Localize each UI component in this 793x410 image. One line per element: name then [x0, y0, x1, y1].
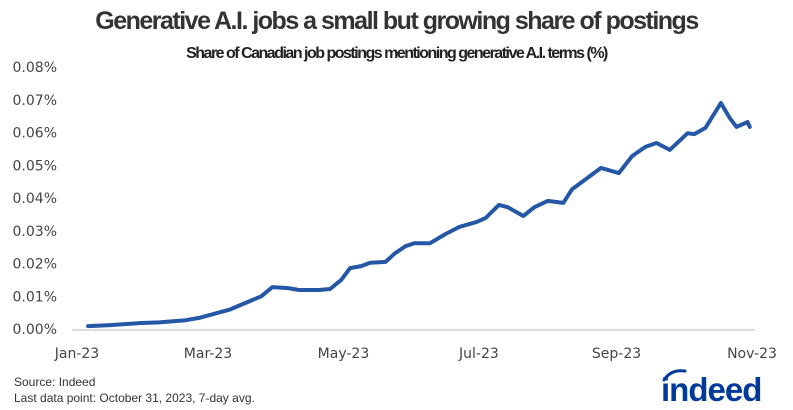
y-tick-label: 0.01%	[13, 289, 57, 305]
chart-subtitle: Share of Canadian job postings mentionin…	[186, 45, 608, 62]
y-tick-label: 0.04%	[13, 191, 57, 207]
indeed-logo-mark: indeed	[661, 369, 762, 408]
y-tick-label: 0.03%	[13, 224, 57, 240]
y-tick-label: 0.08%	[13, 60, 57, 76]
indeed-logo: indeed	[661, 368, 781, 408]
x-tick-label: Sep-23	[592, 346, 641, 362]
x-tick-label: Mar-23	[184, 346, 232, 362]
y-tick-label: 0.05%	[13, 158, 57, 174]
x-axis: Jan-23 Mar-23 May-23 Jul-23 Sep-23 Nov-23	[54, 346, 777, 362]
x-tick-label: Nov-23	[727, 346, 777, 362]
line-chart: 0.00% 0.01% 0.02% 0.03% 0.04% 0.05% 0.06% 0.07%…	[13, 60, 777, 362]
x-tick-label: May-23	[318, 346, 370, 362]
last-data-point-note: Last data point: October 31, 2023, 7-day…	[14, 391, 255, 405]
y-tick-label: 0.06%	[13, 126, 57, 142]
y-tick-label: 0.02%	[13, 257, 57, 273]
y-axis: 0.00% 0.01% 0.02% 0.03% 0.04% 0.05% 0.06% 0.07%…	[13, 60, 57, 338]
svg-text:indeed: indeed	[661, 371, 761, 404]
x-tick-label: Jan-23	[54, 346, 99, 362]
source-note: Source: Indeed	[14, 375, 96, 389]
y-tick-label: 0.00%	[13, 322, 57, 338]
chart-title: Generative A.I. jobs a small but growing…	[95, 7, 699, 35]
x-tick-label: Jul-23	[458, 346, 499, 362]
y-tick-label: 0.07%	[13, 93, 57, 109]
series-line	[86, 101, 752, 329]
